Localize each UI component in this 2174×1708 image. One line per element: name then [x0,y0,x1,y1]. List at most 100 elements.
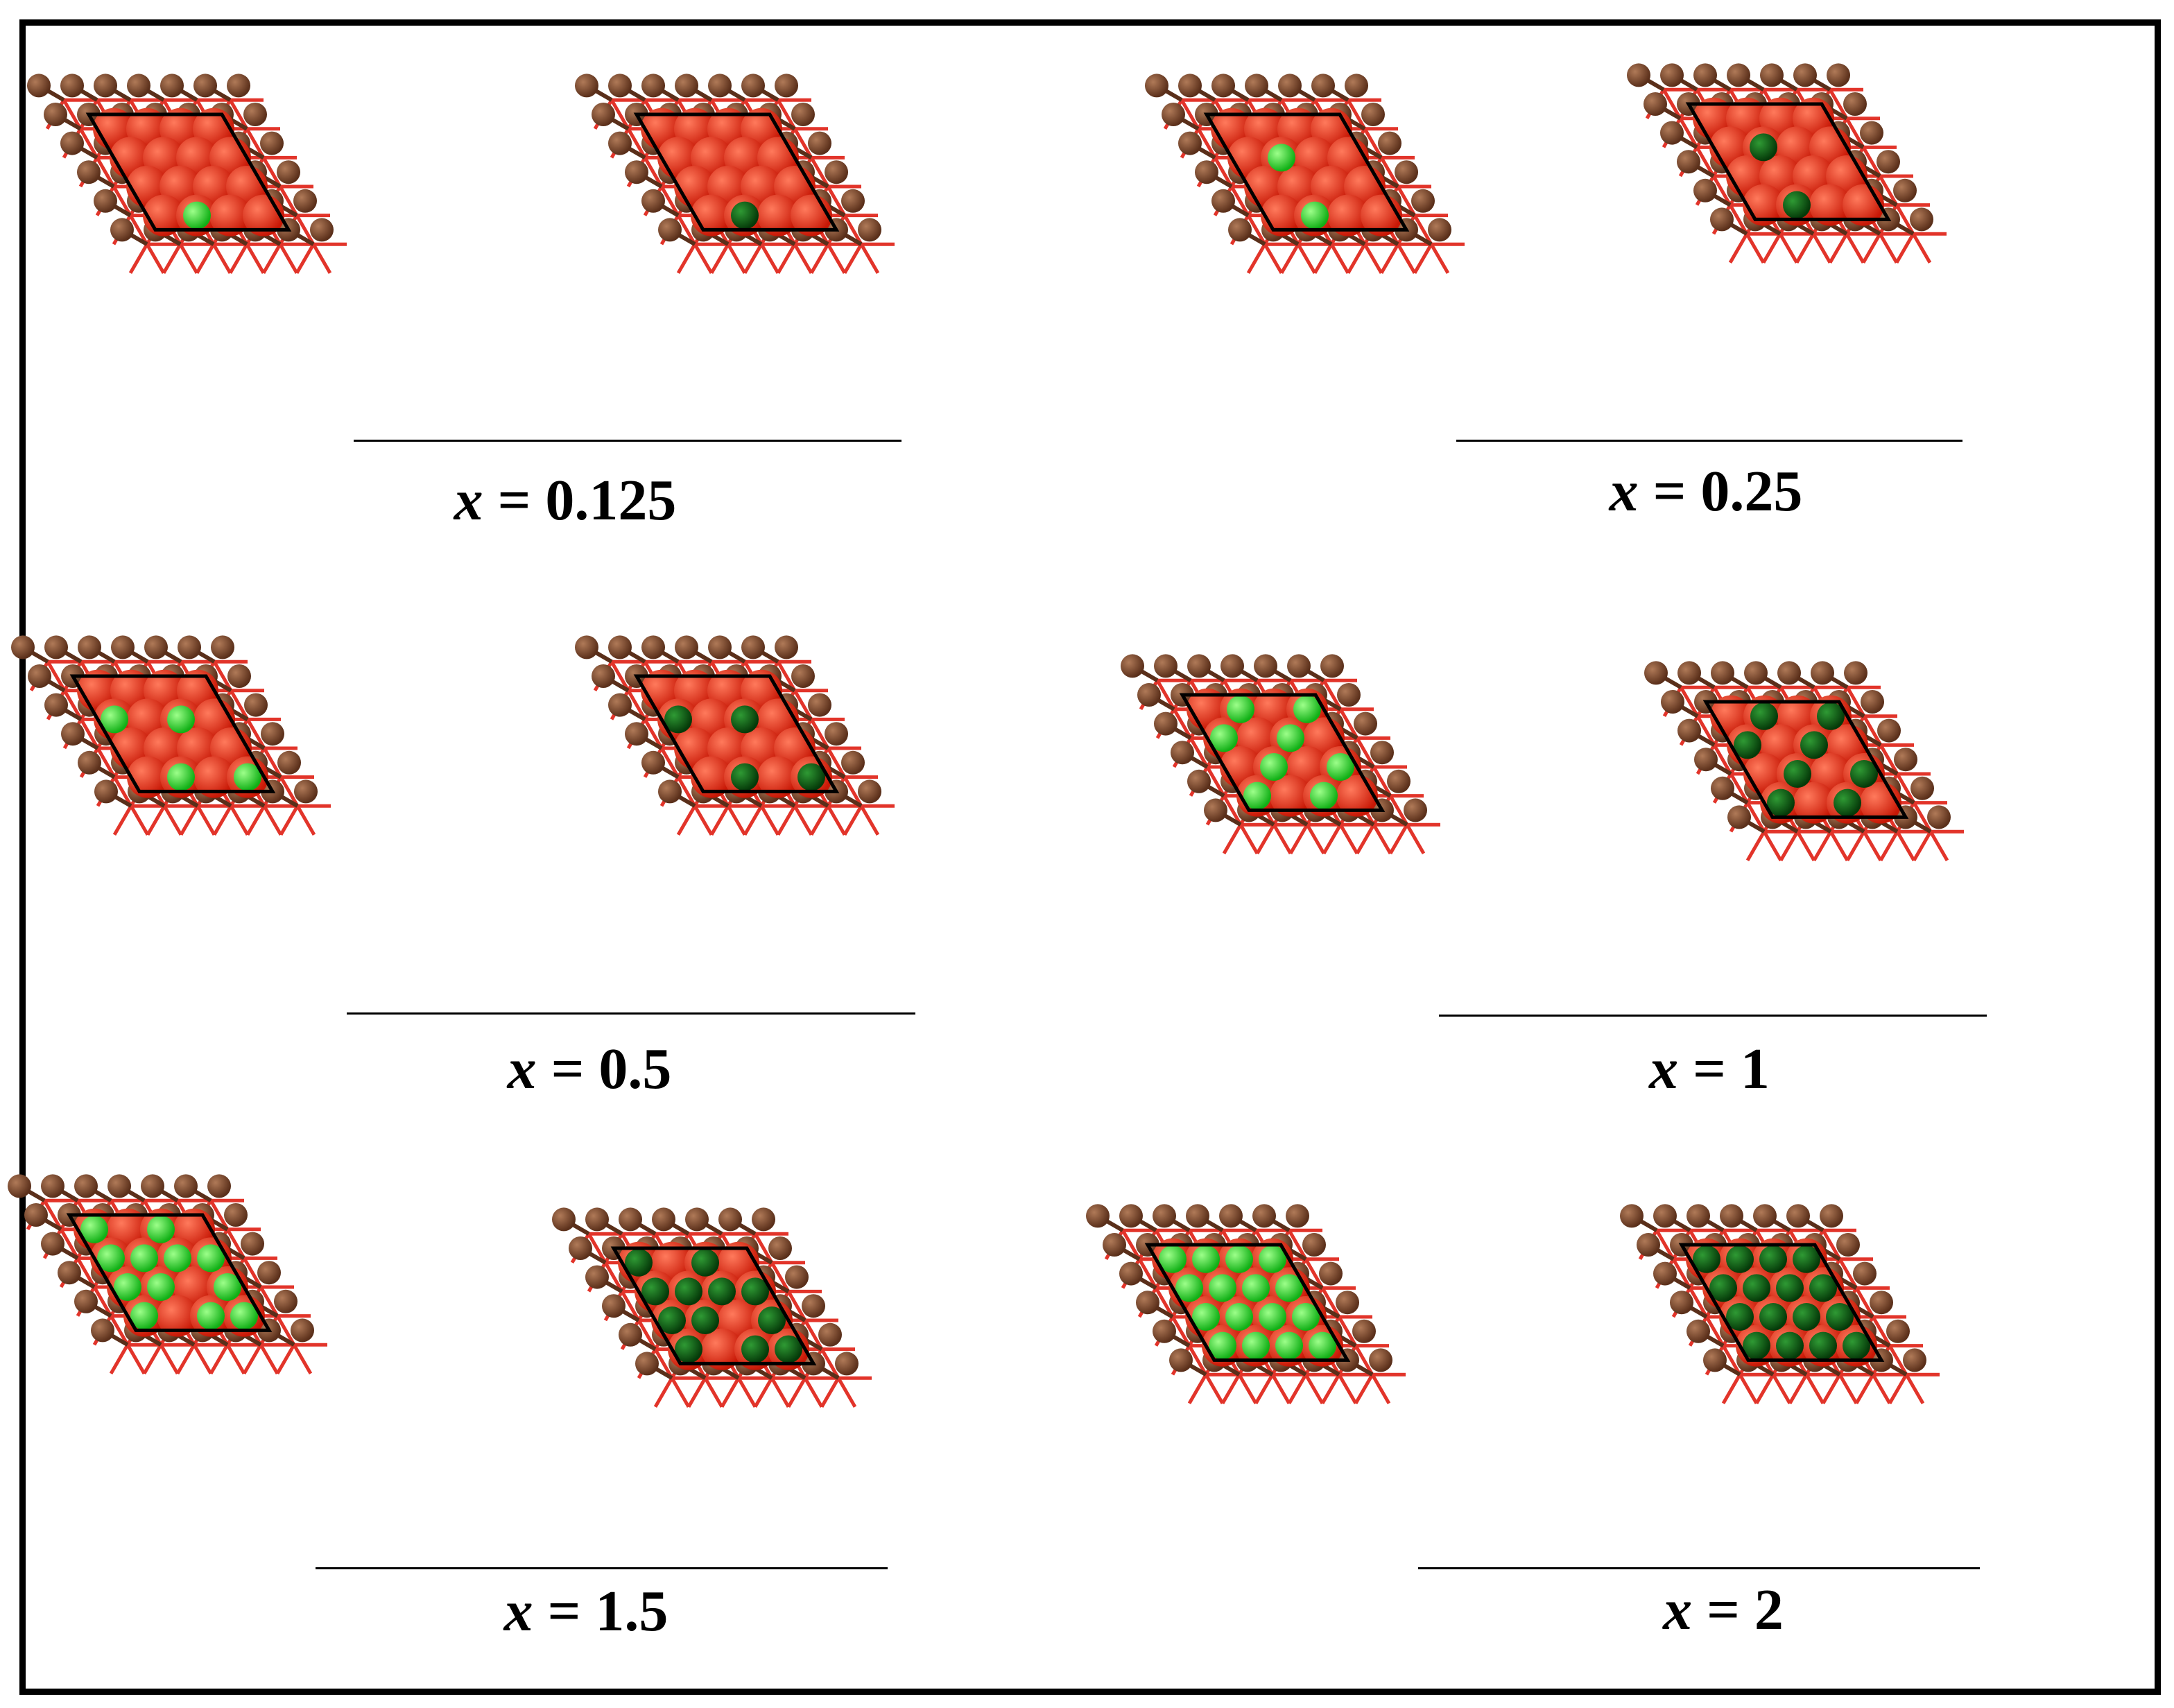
bond [1912,830,1933,862]
dopant-atom [1301,201,1329,230]
bond [1845,232,1865,264]
bond [1270,1373,1291,1405]
metal-atom [619,1322,642,1347]
bond [753,1377,774,1408]
metal-atom [752,1207,775,1232]
bond [1662,88,1682,120]
bond [1346,243,1367,275]
metal-atom [775,74,798,98]
bond [1189,737,1209,768]
metal-atom [277,750,301,775]
metal-atom [224,1203,248,1227]
bond [62,98,83,130]
bond [1812,830,1833,862]
dopant-atom [1743,1331,1770,1360]
metal-atom [107,1174,131,1198]
dopant-atom [625,1248,653,1277]
bond [759,804,780,836]
dopant-atom [1817,702,1845,730]
metal-atom [1154,654,1177,678]
bond [1272,823,1293,855]
metal-atom [78,750,101,775]
dopant-atom [1259,1245,1286,1273]
bond [770,1261,791,1293]
bond [1355,737,1376,768]
bond [1878,175,1899,206]
metal-atom [585,1265,609,1289]
structure-panel-6 [575,635,895,836]
dopant-atom [1243,782,1271,810]
bond [1296,243,1317,275]
bond [1388,823,1409,855]
metal-atom [1877,150,1900,174]
bond [242,1257,263,1288]
metal-atom [110,218,134,242]
metal-atom [1820,1204,1843,1228]
bond [1721,1345,1742,1376]
bond [295,214,316,245]
bond [1879,830,1899,862]
metal-atom [1693,178,1717,202]
metal-atom [1836,1233,1860,1257]
bond [670,1377,691,1408]
metal-atom [658,218,682,242]
metal-atom [608,635,632,659]
metal-atom [619,1207,642,1232]
bond [242,1343,263,1375]
metal-atom [1927,805,1951,829]
separator-line-6 [1418,1567,1980,1569]
bond [1655,1229,1675,1261]
metal-atom [1287,654,1311,678]
dopant-atom [164,1244,191,1273]
metal-atom [241,1232,264,1256]
metal-atom [1693,63,1717,87]
bond [179,804,200,836]
bond [1862,830,1883,862]
bond [770,1377,791,1408]
metal-atom [44,103,67,126]
dopant-atom [167,705,195,734]
metal-atom [1886,1319,1910,1343]
metal-atom [575,74,598,98]
bond [1679,686,1700,718]
bond [803,1377,824,1408]
metal-atom [1228,218,1252,242]
metal-atom [261,722,284,746]
metal-atom [1119,1204,1143,1228]
structure-panel-10 [552,1207,872,1408]
bond [1762,830,1783,862]
oxygen-atom [1270,775,1311,817]
structure-panel-4 [1627,63,1947,264]
bond [275,1315,296,1346]
bond [96,747,117,778]
bond [1804,1373,1825,1405]
structure-panel-11 [1086,1204,1406,1405]
dopant-atom [1709,1274,1737,1302]
metal-atom [1653,1204,1677,1228]
metal-atom [1720,1204,1743,1228]
metal-atom [1121,654,1144,678]
dopant-atom [1275,1274,1303,1302]
bond [1895,830,1916,862]
oxygen-atom [1327,194,1369,236]
metal-atom [1119,1261,1143,1286]
bond [112,804,133,836]
bond [726,243,747,275]
unit-cell-outline [66,1213,273,1332]
metal-atom [1660,63,1684,87]
metal-atom [1727,805,1751,829]
dopant-atom [675,1277,702,1306]
metal-atom [602,1294,626,1318]
metal-atom [277,160,300,184]
bond [1838,1258,1858,1289]
separator-line-3 [347,1012,915,1015]
metal-atom [1811,661,1834,685]
metal-atom [1286,1204,1309,1228]
dopant-atom [214,1273,241,1301]
bond [709,804,730,836]
metal-atom [60,131,84,155]
dopant-atom [1209,1331,1236,1360]
metal-atom [91,1318,114,1343]
bond [1220,1373,1241,1405]
